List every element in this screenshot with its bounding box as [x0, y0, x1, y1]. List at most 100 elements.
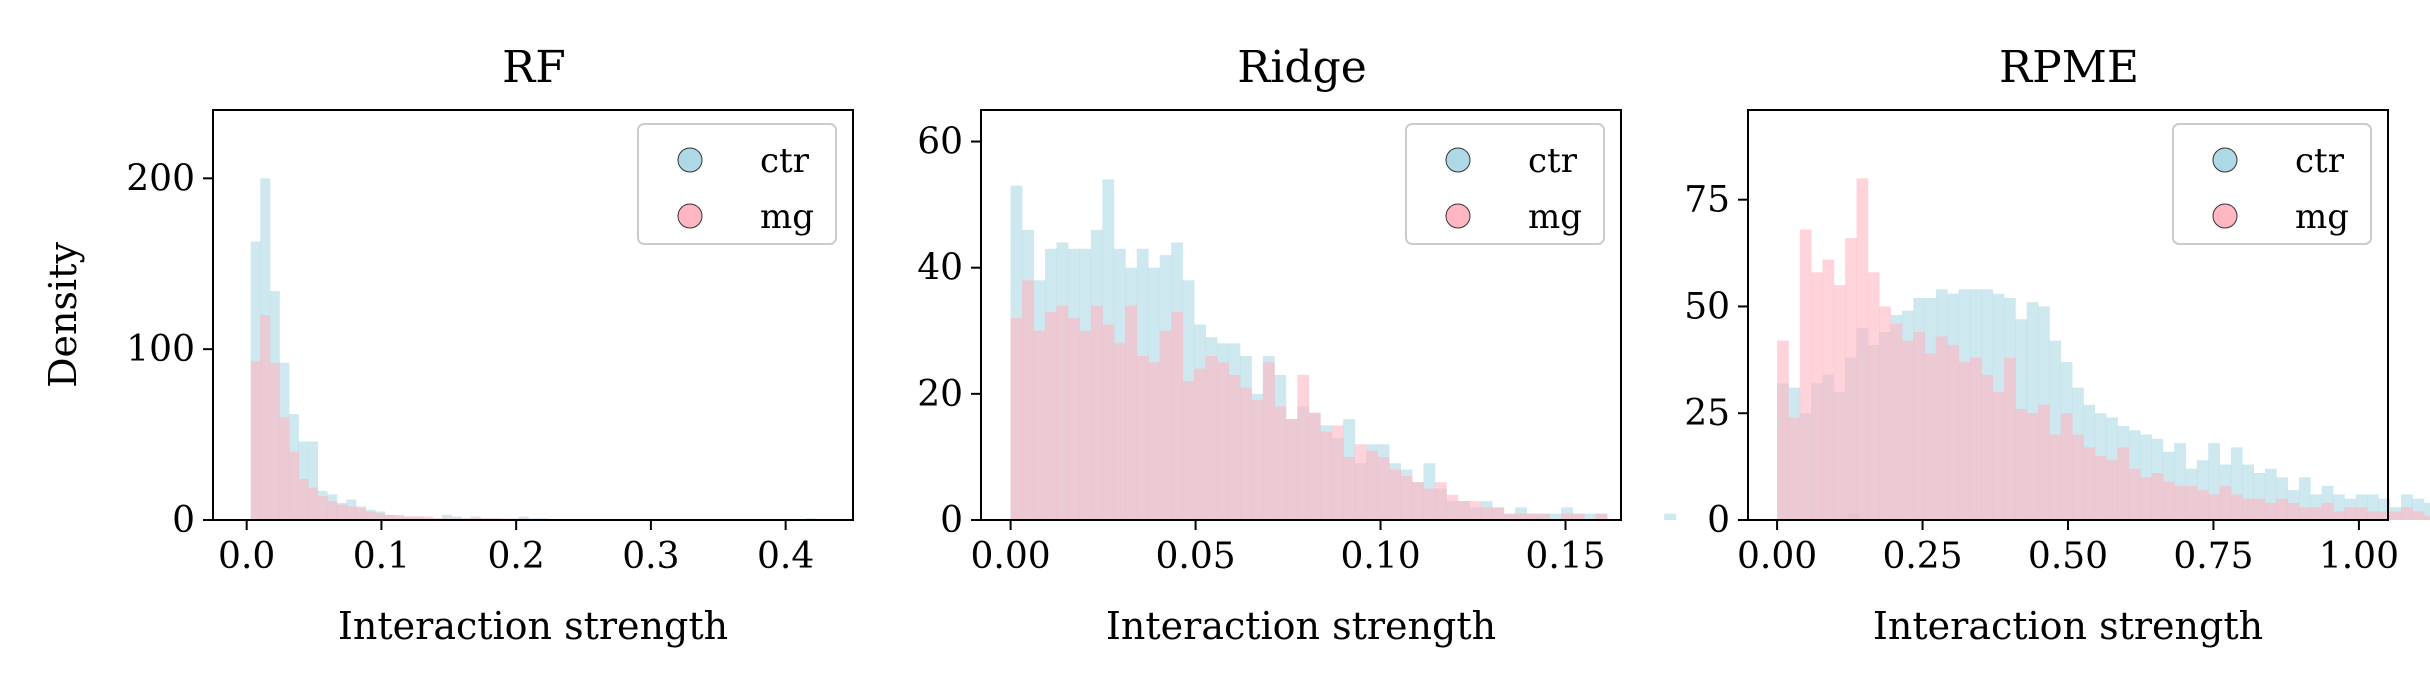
- histogram-bar-mg: [1777, 340, 1789, 521]
- histogram-bar-mg: [1389, 469, 1401, 520]
- histogram-bar-mg: [1262, 362, 1275, 520]
- histogram-bar-mg: [1113, 343, 1126, 520]
- axis-ticks: 0.0 0.1 0.2 0.3 0.4 0 100 200: [126, 158, 814, 577]
- histogram-bar-mg: [1879, 306, 1891, 520]
- histogram-bar-ctr: [442, 514, 453, 521]
- histogram-bar-mg: [1469, 501, 1482, 520]
- histogram-bar-mg: [2151, 473, 2164, 520]
- x-tick-label: 0.05: [1155, 536, 1235, 577]
- histogram-bar-mg: [1595, 513, 1608, 520]
- histogram-bar-mg: [1446, 494, 1459, 520]
- histogram-bar-mg: [1274, 406, 1287, 520]
- histogram-bar-mg: [2094, 455, 2107, 520]
- histogram-bar-mg: [2378, 511, 2391, 520]
- histogram-bar-mg: [1867, 272, 1880, 520]
- histogram-bar-ctr: [2298, 477, 2311, 520]
- legend-label-mg: mg: [760, 197, 814, 237]
- histogram-bar-mg: [1947, 344, 1960, 520]
- x-tick-label: 0.3: [622, 536, 679, 577]
- histogram-bar-mg: [2298, 507, 2311, 520]
- x-tick-label: 0.75: [2173, 536, 2253, 577]
- histogram-bar-mg: [1924, 353, 1937, 520]
- histogram-bar-mg: [298, 479, 309, 520]
- histogram-bar-mg: [308, 487, 319, 520]
- x-tick-label: 0.15: [1525, 536, 1605, 577]
- histogram-bar-ctr: [2378, 498, 2391, 520]
- histogram-bar-ctr: [2230, 447, 2243, 520]
- x-tick-label: 0.4: [757, 536, 814, 577]
- legend-marker-ctr: [2212, 147, 2238, 173]
- legend-marker-mg: [1445, 203, 1471, 229]
- plot-frame: [980, 109, 1622, 521]
- series-mg: [1777, 178, 2430, 521]
- histogram-bar-mg: [1958, 361, 1971, 520]
- histogram-bar-mg: [1913, 332, 1925, 520]
- panel-title: RPME: [1999, 42, 2139, 93]
- axis-ticks: 0.00 0.05 0.10 0.15 0 20 40 60: [917, 122, 1605, 577]
- y-tick-label: 200: [126, 158, 195, 199]
- x-axis-label: Interaction strength: [1106, 604, 1496, 648]
- legend: ctr mg: [2172, 123, 2372, 245]
- histogram-bar-mg: [2174, 485, 2186, 520]
- histogram-bar-ctr: [2423, 502, 2430, 520]
- histogram-bar-mg: [1992, 391, 2005, 521]
- histogram-bar-mg: [1090, 305, 1103, 520]
- legend-marker-mg: [2212, 203, 2238, 229]
- histogram-bar-mg: [1308, 412, 1321, 520]
- histogram-bar-ctr: [2264, 468, 2277, 520]
- histogram-bar-mg: [1343, 456, 1356, 520]
- histogram-bar-mg: [1890, 323, 1903, 520]
- histogram-bar-mg: [2276, 498, 2289, 520]
- histogram-bar-mg: [384, 514, 395, 521]
- x-axis-label: Interaction strength: [1873, 604, 2263, 648]
- x-tick-label: 0.1: [353, 536, 410, 577]
- histogram-bar-mg: [1434, 482, 1447, 520]
- legend-marker-mg: [677, 203, 703, 229]
- y-tick-label: 0: [940, 500, 963, 541]
- histogram-bar-mg: [327, 501, 338, 520]
- x-tick-label: 0.0: [218, 536, 275, 577]
- legend-marker-ctr: [677, 147, 703, 173]
- histogram-bar-mg: [1239, 387, 1252, 520]
- histogram-bar-mg: [2230, 494, 2243, 521]
- histogram-bar-mg: [2321, 502, 2334, 520]
- plot-area: [250, 178, 816, 521]
- histogram-bar-mg: [2185, 485, 2198, 520]
- histogram-bar-mg: [2083, 447, 2096, 520]
- histogram-bar-mg: [1079, 330, 1092, 520]
- histogram-bar-mg: [1492, 507, 1505, 520]
- series-mg: [1010, 280, 1608, 520]
- histogram-bar-mg: [1045, 311, 1057, 520]
- histogram-bar-mg: [1182, 381, 1195, 520]
- histogram-bar-mg: [1331, 425, 1344, 520]
- histogram-bar-mg: [1503, 513, 1516, 520]
- histogram-bar-mg: [413, 516, 424, 520]
- histogram-bar-mg: [1067, 318, 1080, 520]
- x-tick-label: 0.2: [488, 536, 545, 577]
- y-tick-label: 100: [126, 329, 195, 370]
- histogram-bar-mg: [1159, 330, 1172, 520]
- histogram-bar-mg: [1935, 336, 1948, 520]
- histogram-bar-mg: [1377, 456, 1390, 520]
- legend-label-mg: mg: [1528, 197, 1582, 237]
- plot-frame: [212, 109, 854, 521]
- x-tick-label: 0.10: [1340, 536, 1420, 577]
- histogram-bar-mg: [279, 417, 290, 520]
- histogram-bar-ctr: [2026, 302, 2039, 520]
- x-axis-label: Interaction strength: [338, 604, 728, 648]
- histogram-bar-mg: [1833, 285, 1846, 520]
- y-tick-label: 20: [917, 374, 963, 415]
- histogram-bar-mg: [1400, 475, 1413, 520]
- histogram-bar-mg: [2015, 408, 2028, 520]
- y-tick-label: 25: [1684, 393, 1730, 434]
- histogram-bar-mg: [2038, 404, 2050, 520]
- histogram-bar-mg: [2367, 511, 2379, 520]
- histogram-bar-mg: [2253, 498, 2266, 520]
- histogram-bar-mg: [394, 514, 405, 521]
- histogram-bar-mg: [1102, 324, 1115, 520]
- histogram-bar-ctr: [2253, 473, 2266, 520]
- histogram-bar-mg: [1845, 238, 1857, 521]
- histogram-bar-mg: [2072, 434, 2084, 520]
- histogram-bar-mg: [403, 516, 414, 520]
- histogram-bar-mg: [1033, 330, 1046, 520]
